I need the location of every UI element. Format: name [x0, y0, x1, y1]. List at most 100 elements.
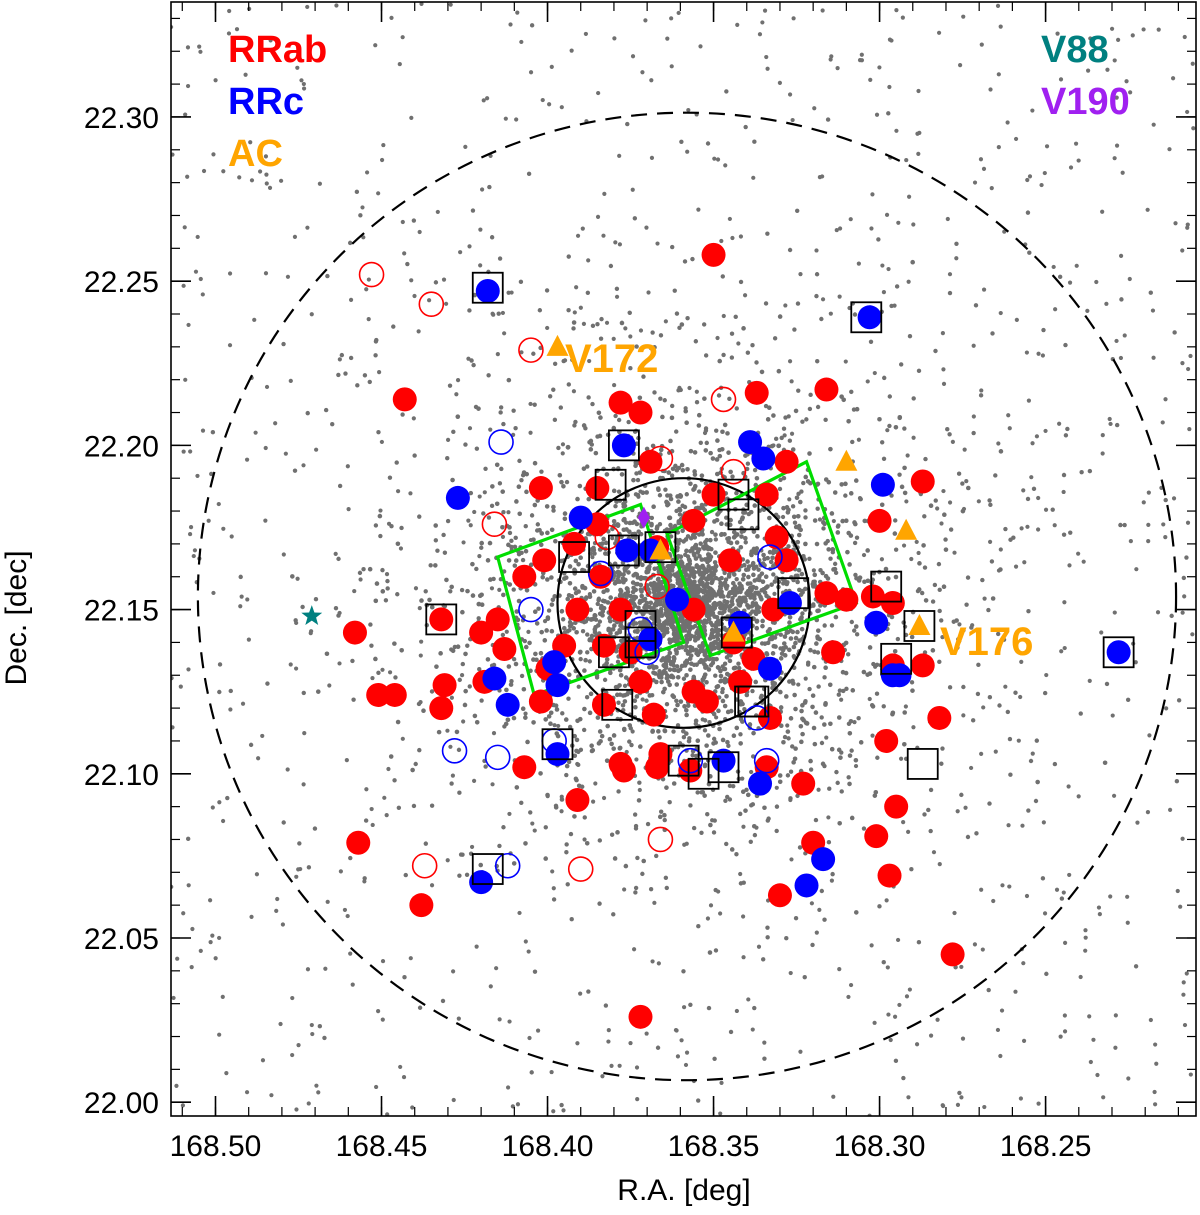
field-star	[467, 684, 472, 689]
field-star	[877, 65, 882, 70]
field-star	[423, 589, 428, 594]
field-star	[725, 739, 730, 745]
field-star	[703, 448, 709, 453]
field-star	[1003, 684, 1008, 689]
field-star	[410, 1105, 415, 1110]
field-star	[847, 730, 853, 736]
field-star	[592, 613, 598, 618]
field-star	[823, 477, 829, 482]
field-star	[325, 899, 330, 904]
rrab-filled-point	[485, 607, 510, 632]
field-star	[549, 64, 554, 69]
field-star	[803, 698, 808, 704]
field-star	[713, 575, 719, 581]
field-star	[190, 926, 195, 932]
field-star	[744, 787, 749, 793]
field-star	[887, 394, 893, 399]
field-star	[762, 8, 768, 13]
field-star	[759, 641, 765, 646]
field-star	[652, 345, 657, 350]
field-star	[892, 648, 898, 654]
field-star	[655, 616, 661, 622]
field-star	[703, 480, 709, 486]
rrab-open-point	[358, 261, 385, 288]
field-star	[589, 748, 595, 754]
field-star	[561, 483, 566, 489]
field-star	[815, 628, 821, 633]
field-star	[594, 675, 600, 680]
field-star	[366, 317, 371, 322]
field-star	[785, 729, 791, 734]
field-star	[836, 692, 842, 697]
field-star	[582, 815, 587, 820]
field-star	[362, 373, 368, 378]
field-star	[752, 139, 757, 144]
field-star	[667, 682, 672, 688]
field-star	[637, 598, 643, 603]
field-star	[560, 451, 565, 456]
field-star	[449, 695, 454, 700]
field-star	[491, 576, 496, 582]
field-star	[274, 908, 279, 913]
field-star	[244, 1090, 250, 1095]
field-star	[429, 604, 435, 610]
field-star	[578, 747, 584, 753]
field-star	[238, 604, 243, 609]
field-star	[1054, 887, 1060, 892]
field-star	[568, 831, 574, 837]
field-star	[812, 649, 817, 655]
field-star	[628, 726, 633, 731]
field-star	[1025, 524, 1030, 529]
field-star	[886, 266, 891, 272]
field-star	[632, 216, 638, 221]
field-star	[532, 828, 537, 833]
field-star	[791, 760, 796, 765]
field-star	[588, 607, 593, 613]
field-star	[928, 1033, 934, 1038]
field-star	[788, 797, 793, 803]
field-star	[597, 838, 603, 843]
field-star	[691, 662, 697, 668]
field-star	[580, 585, 585, 590]
field-star	[937, 608, 942, 614]
field-star	[566, 672, 572, 678]
field-star	[810, 942, 815, 948]
field-star	[544, 628, 549, 633]
field-star	[1061, 532, 1067, 537]
field-star	[281, 552, 286, 557]
field-star	[612, 856, 618, 861]
field-star	[575, 718, 580, 724]
field-star	[1185, 222, 1190, 227]
field-star	[513, 661, 519, 667]
field-star	[1036, 351, 1041, 356]
field-star	[854, 535, 860, 540]
field-star	[1083, 928, 1088, 933]
field-star	[529, 1070, 534, 1075]
field-star	[423, 841, 429, 846]
field-star	[336, 556, 341, 562]
field-star	[363, 818, 369, 823]
rrab-filled-point	[565, 788, 590, 813]
field-star	[906, 194, 912, 199]
field-star	[210, 933, 215, 938]
field-star	[501, 509, 506, 515]
field-star	[877, 416, 882, 422]
field-star	[632, 594, 637, 599]
field-star	[306, 865, 312, 870]
field-star	[621, 572, 626, 577]
field-star	[545, 577, 550, 582]
field-star	[986, 987, 991, 993]
field-star	[480, 187, 485, 192]
field-star	[301, 782, 306, 787]
field-star	[872, 1020, 877, 1025]
field-star	[580, 226, 585, 231]
field-star	[778, 632, 783, 637]
field-star	[575, 233, 581, 238]
field-star	[981, 166, 987, 171]
field-star	[688, 549, 693, 554]
field-star	[724, 515, 729, 520]
field-star	[421, 708, 426, 714]
field-star	[1111, 793, 1117, 798]
field-star	[703, 353, 709, 358]
